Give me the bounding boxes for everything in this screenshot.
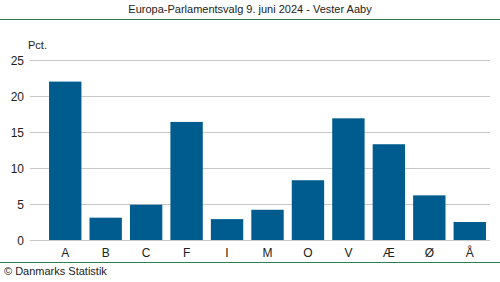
y-tick-label: 0 xyxy=(17,234,24,248)
bar xyxy=(454,222,486,240)
bar xyxy=(413,195,445,240)
y-tick-label: 15 xyxy=(11,126,25,140)
source-note: © Danmarks Statistik xyxy=(4,265,107,277)
x-tick-label: F xyxy=(183,246,190,260)
bars xyxy=(49,82,486,240)
x-tick-label: B xyxy=(102,246,110,260)
grid-line xyxy=(30,60,490,61)
bar xyxy=(211,219,243,240)
x-tick-label: A xyxy=(61,246,69,260)
title-rule xyxy=(0,19,500,20)
y-tick-label: 25 xyxy=(11,54,25,68)
footer-rule xyxy=(0,262,500,263)
bar xyxy=(292,180,324,240)
grid-line xyxy=(30,168,490,169)
chart-svg: Europa-Parlamentsvalg 9. juni 2024 - Ves… xyxy=(0,0,500,282)
y-tick-label: 10 xyxy=(11,162,25,176)
x-tick-label: I xyxy=(225,246,228,260)
grid-line xyxy=(30,96,490,97)
bar xyxy=(251,210,283,240)
chart-container: Europa-Parlamentsvalg 9. juni 2024 - Ves… xyxy=(0,0,500,282)
grid-line xyxy=(30,132,490,133)
x-tick-label: Æ xyxy=(383,246,395,260)
bar xyxy=(49,82,81,240)
y-axis-label: Pct. xyxy=(28,39,47,51)
bar xyxy=(90,218,122,240)
x-tick-label: O xyxy=(303,246,312,260)
y-tick-label: 5 xyxy=(17,198,24,212)
x-tick-label: Ø xyxy=(425,246,434,260)
bar xyxy=(373,144,405,240)
bar xyxy=(170,122,202,240)
bar xyxy=(332,118,364,240)
bar xyxy=(130,205,162,240)
x-tick-label: Å xyxy=(466,245,474,260)
grid-line xyxy=(30,240,490,241)
x-tick-label: V xyxy=(344,246,352,260)
x-tick-label: C xyxy=(142,246,151,260)
x-tick-label: M xyxy=(263,246,273,260)
y-tick-label: 20 xyxy=(11,90,25,104)
title: Europa-Parlamentsvalg 9. juni 2024 - Ves… xyxy=(128,3,372,15)
